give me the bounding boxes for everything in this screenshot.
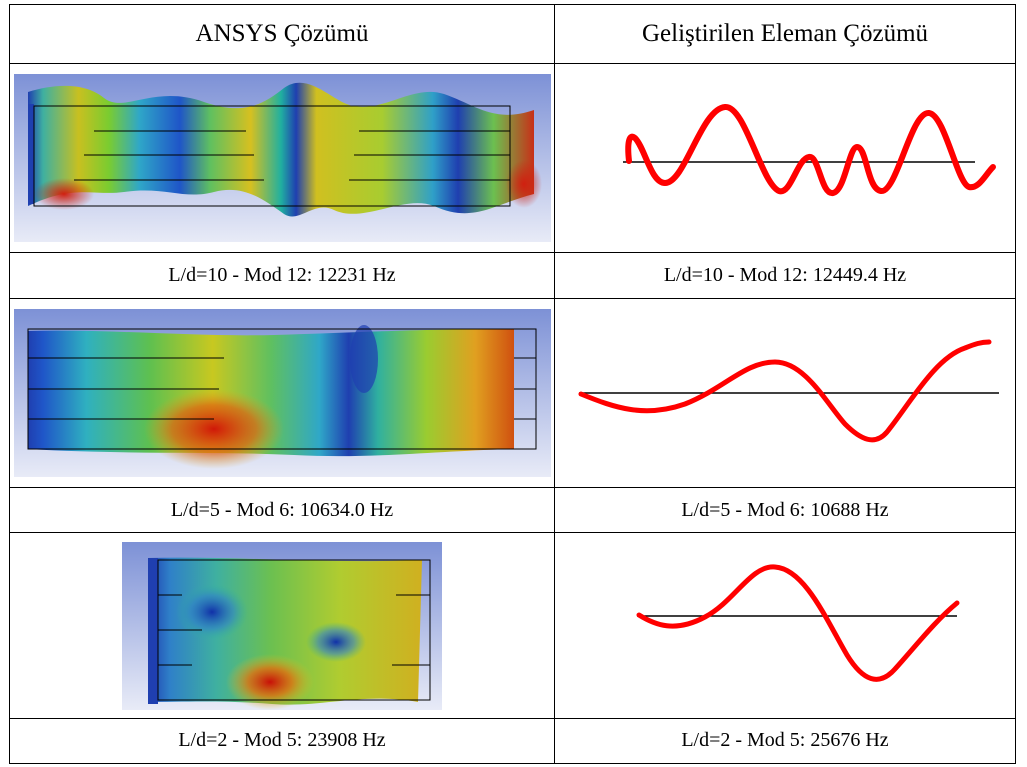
image-row-3 [9, 532, 1016, 719]
ansys-image-cell-1 [9, 62, 555, 254]
mode-shape-curve-mode-12 [623, 104, 996, 197]
element-caption-2: L/d=5 - Mod 6: 10688 Hz [554, 487, 1016, 534]
caption-row-3: L/d=2 - Mod 5: 23908 Hz L/d=2 - Mod 5: 2… [9, 717, 1016, 765]
ansys-contour-mode-6 [13, 308, 551, 477]
ansys-image-cell-2 [9, 297, 555, 489]
ansys-contour-mode-12 [13, 74, 551, 243]
ansys-caption-1: L/d=10 - Mod 12: 12231 Hz [9, 252, 555, 299]
caption-row-1: L/d=10 - Mod 12: 12231 Hz L/d=10 - Mod 1… [9, 252, 1016, 299]
image-row-1 [9, 62, 1016, 254]
ansys-caption-2: L/d=5 - Mod 6: 10634.0 Hz [9, 487, 555, 534]
element-image-cell-3 [554, 532, 1016, 719]
ansys-caption-3: L/d=2 - Mod 5: 23908 Hz [9, 717, 555, 765]
element-caption-3: L/d=2 - Mod 5: 25676 Hz [554, 717, 1016, 765]
element-image-cell-1 [554, 62, 1016, 254]
header-row: ANSYS Çözümü Geliştirilen Eleman Çözümü [9, 4, 1016, 64]
element-image-cell-2 [554, 297, 1016, 489]
image-row-2 [9, 297, 1016, 489]
header-developed-element: Geliştirilen Eleman Çözümü [554, 4, 1016, 64]
comparison-table: ANSYS Çözümü Geliştirilen Eleman Çözümü [9, 4, 1016, 765]
header-ansys: ANSYS Çözümü [9, 4, 555, 64]
mode-shape-curve-mode-5 [636, 564, 960, 682]
ansys-contour-mode-5 [122, 541, 442, 710]
element-caption-1: L/d=10 - Mod 12: 12449.4 Hz [554, 252, 1016, 299]
ansys-image-cell-3 [9, 532, 555, 719]
mode-shape-curve-mode-6 [578, 339, 999, 443]
caption-row-2: L/d=5 - Mod 6: 10634.0 Hz L/d=5 - Mod 6:… [9, 487, 1016, 534]
